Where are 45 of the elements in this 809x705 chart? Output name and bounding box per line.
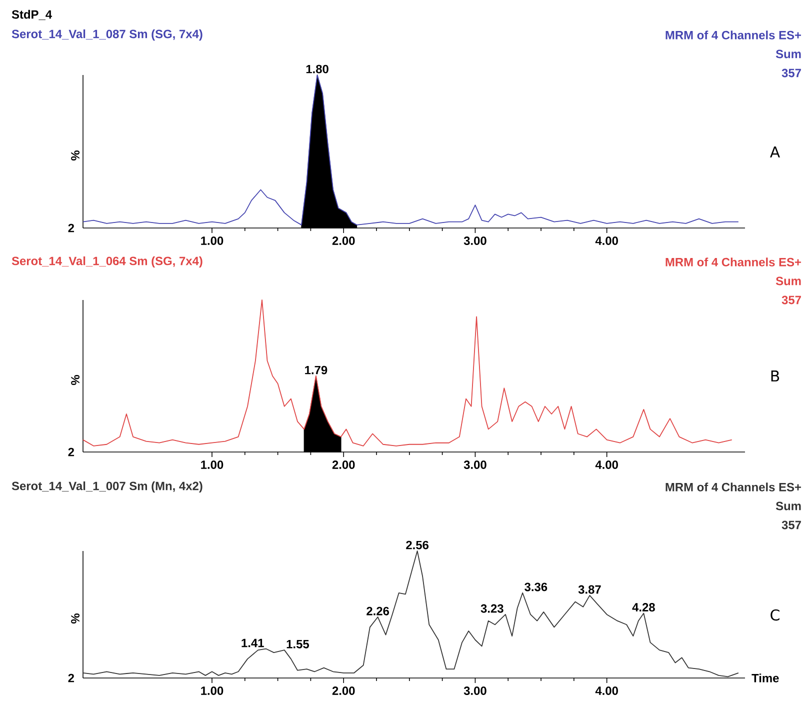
- annotation: 1.80: [306, 64, 328, 74]
- y-axis-title: %: [71, 613, 80, 624]
- text: Sum: [776, 502, 801, 510]
- x-tick-label: 1.00: [201, 236, 224, 245]
- chart-subtitle: Serot_14_Val_1_064 Sm (SG, 7x4): [12, 256, 202, 268]
- text: MRM of 4 Channels ES+: [666, 258, 801, 266]
- text: 357: [782, 68, 801, 78]
- y-axis-title: %: [71, 374, 80, 385]
- text: MRM of 4 Channels ES+: [666, 30, 801, 40]
- x-tick-label: 4.00: [595, 460, 618, 469]
- text: 2: [68, 448, 74, 456]
- text: 2: [68, 674, 74, 682]
- x-tick-label: 1.00: [201, 686, 224, 695]
- x-tick-label: 1.00: [201, 460, 224, 469]
- x-axis-title: Time: [752, 674, 779, 682]
- annotation: 1.79: [305, 366, 328, 374]
- annotation: 2.56: [406, 540, 429, 550]
- annotation: 3.36: [524, 582, 548, 592]
- x-tick-label: 3.00: [464, 686, 486, 695]
- annotation: 2.26: [366, 606, 390, 616]
- x-tick-label: 4.00: [595, 686, 618, 695]
- y-axis-title: %: [71, 150, 80, 160]
- x-tick-label: 2.00: [332, 236, 355, 245]
- x-tick-label: 3.00: [464, 460, 486, 469]
- annotation: 1.55: [286, 640, 310, 648]
- annotation: 3.87: [578, 585, 601, 594]
- text: B: [771, 370, 780, 382]
- chart-title: StdP_4: [12, 10, 52, 20]
- text: MRM of 4 Channels ES+: [666, 482, 801, 492]
- chart-subtitle: Serot_14_Val_1_087 Sm (SG, 7x4): [12, 29, 202, 41]
- text: A: [770, 146, 780, 158]
- text: 357: [782, 520, 801, 530]
- x-tick-label: 2.00: [332, 460, 355, 469]
- x-tick-label: 2.00: [332, 686, 355, 695]
- annotation: 4.28: [632, 603, 655, 612]
- x-tick-label: 4.00: [595, 236, 618, 245]
- text: 2: [68, 224, 74, 232]
- chart-subtitle: Serot_14_Val_1_007 Sm (Mn, 4x2): [12, 481, 202, 493]
- annotation: 1.41: [242, 638, 264, 648]
- text: Sum: [776, 50, 801, 58]
- text: 357: [782, 296, 801, 304]
- text: Sum: [776, 276, 801, 286]
- x-tick-label: 3.00: [464, 236, 486, 245]
- annotation: 3.23: [480, 604, 504, 613]
- text: C: [770, 609, 780, 621]
